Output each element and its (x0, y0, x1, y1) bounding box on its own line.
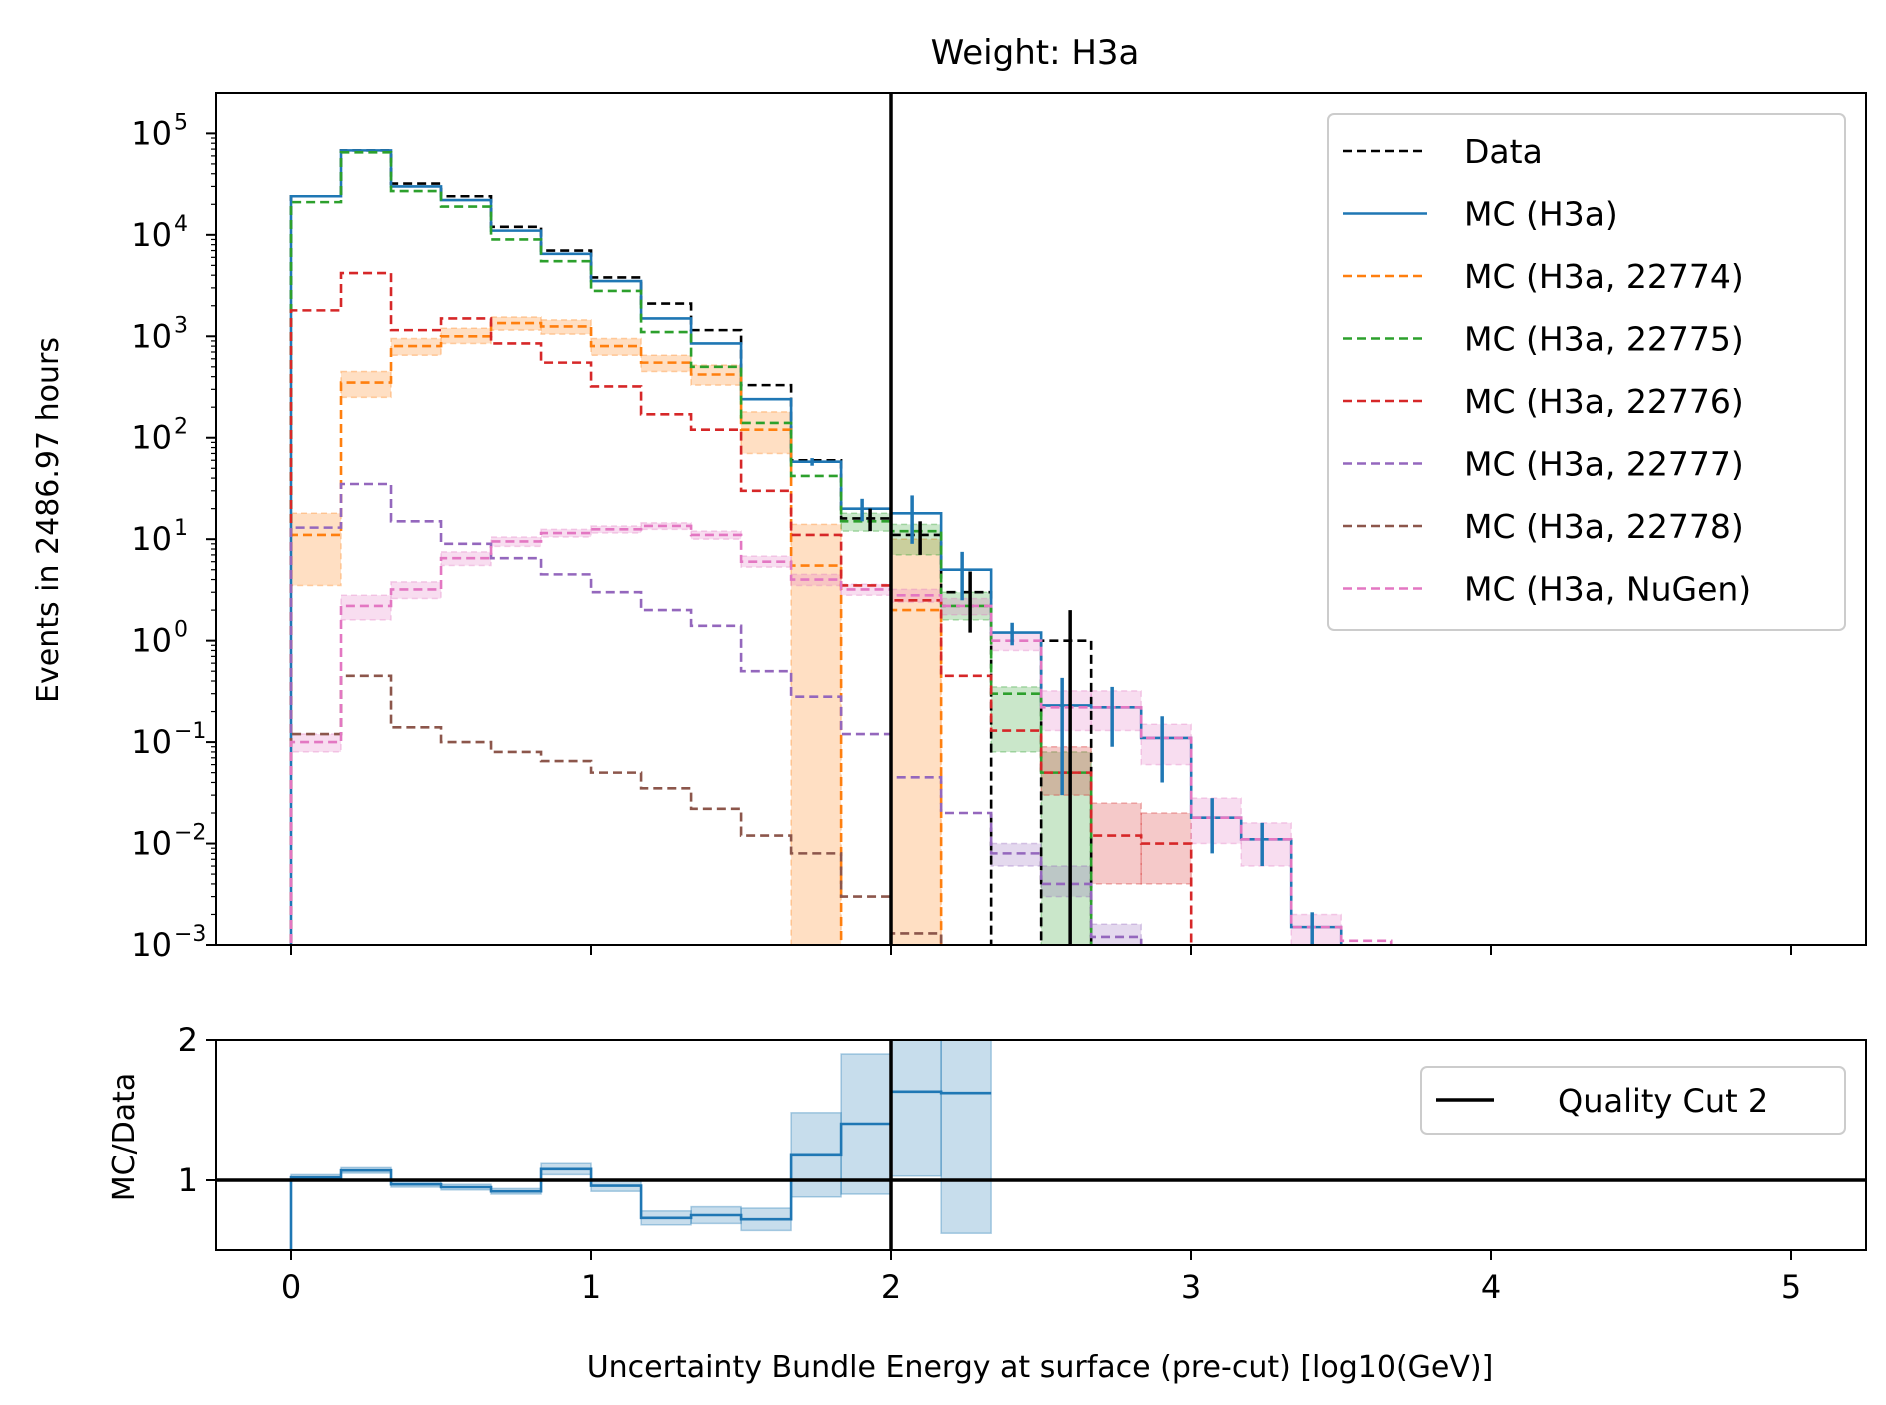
xtick-label-4: 4 (1481, 1268, 1501, 1306)
ratio-legend-label: Quality Cut 2 (1558, 1082, 1768, 1120)
ytick-exp-4: 1 (174, 516, 188, 541)
band-7-19 (1240, 822, 1292, 867)
band-7-1 (340, 594, 392, 621)
ratio-band-13 (940, 1040, 992, 1234)
ytick-exp-7: −2 (174, 821, 206, 846)
series-line-5 (289, 482, 1143, 945)
ytick-exp-3: 2 (174, 415, 188, 440)
error-bars (810, 458, 1314, 945)
band-3-14 (990, 686, 1042, 753)
band-4-16 (1090, 802, 1142, 885)
band-2-9 (740, 411, 792, 455)
legend-label-7: MC (H3a, NuGen) (1464, 570, 1751, 609)
series-line-7 (289, 524, 1393, 945)
ytick-exp-8: −3 (174, 922, 206, 947)
xtick-label-0: 0 (281, 1268, 301, 1306)
ratio-plot-frame (215, 1039, 1867, 1251)
band-4-17 (1140, 812, 1192, 885)
legend-label-6: MC (H3a, 22778) (1464, 507, 1744, 546)
band-5-16 (1090, 923, 1142, 945)
legend-label-3: MC (H3a, 22775) (1464, 320, 1744, 359)
band-7-16 (1090, 690, 1142, 732)
band-5-15 (1040, 865, 1092, 898)
x-axis: 0 1 2 3 4 5 (281, 1250, 1801, 1306)
main-x-ticks (290, 945, 1792, 955)
chart-title: Weight: H3a (931, 33, 1140, 73)
legend-label-4: MC (H3a, 22776) (1464, 382, 1744, 421)
ytick-label-3: 10 (131, 419, 172, 457)
xtick-label-3: 3 (1181, 1268, 1201, 1306)
ratio-ytick-label-0: 1 (178, 1161, 198, 1199)
band-2-1 (340, 370, 392, 399)
band-7-18 (1190, 797, 1242, 845)
band-7-17 (1140, 723, 1192, 766)
ytick-exp-2: 3 (174, 313, 188, 338)
ytick-label-7: 10 (131, 825, 172, 863)
histogram-series (289, 149, 1393, 945)
ytick-label-6: 10 (131, 723, 172, 761)
band-2-12 (890, 538, 942, 945)
band-4-15 (1040, 745, 1092, 796)
band-7-15 (1040, 690, 1092, 732)
band-2-0 (290, 512, 342, 587)
uncertainty-bands (290, 316, 1342, 945)
band-3-15 (1040, 751, 1092, 945)
ratio-legend: Quality Cut 2 (1420, 1066, 1846, 1135)
ratio-y-axis: 12 (178, 1021, 216, 1199)
band-5-14 (990, 842, 1042, 867)
ratio-y-axis-label: MC/Data (107, 1073, 142, 1202)
xtick-label-1: 1 (581, 1268, 601, 1306)
band-7-20 (1290, 913, 1342, 945)
legend-label-2: MC (H3a, 22774) (1464, 257, 1744, 296)
ytick-exp-1: 4 (174, 212, 188, 237)
legend-label-1: MC (H3a) (1464, 195, 1618, 234)
legend-label-5: MC (H3a, 22777) (1464, 445, 1744, 484)
ratio-ytick-label-1: 2 (178, 1021, 198, 1059)
series-line-0 (289, 149, 1093, 945)
ytick-label-1: 10 (131, 216, 172, 254)
ytick-label-4: 10 (131, 520, 172, 558)
xtick-label-2: 2 (881, 1268, 901, 1306)
band-2-10 (790, 523, 842, 945)
series-line-3 (289, 151, 1093, 945)
ratio-band-12 (890, 1040, 942, 1177)
ytick-label-5: 10 (131, 622, 172, 660)
ratio-band (290, 1040, 992, 1234)
legend-label-0: Data (1464, 132, 1543, 171)
band-3-12 (890, 523, 942, 556)
ytick-label-8: 10 (131, 926, 172, 964)
legend-box (1327, 113, 1846, 631)
ytick-exp-0: 5 (174, 110, 188, 135)
series-line-4 (289, 271, 1193, 945)
series-line-2 (289, 321, 943, 945)
x-axis-label: Uncertainty Bundle Energy at surface (pr… (587, 1350, 1494, 1385)
main-legend: Data MC (H3a) MC (H3a, 22774) MC (H3a, 2277… (1327, 113, 1846, 631)
main-plot-frame (215, 92, 1867, 946)
ytick-label-0: 10 (131, 114, 172, 152)
ytick-label-2: 10 (131, 317, 172, 355)
ytick-exp-5: 0 (174, 618, 188, 643)
xtick-label-5: 5 (1781, 1268, 1801, 1306)
ratio-legend-box (1420, 1066, 1846, 1135)
series-line-6 (289, 674, 943, 945)
ytick-exp-6: −1 (174, 719, 206, 744)
main-y-axis-label: Events in 2486.97 hours (31, 337, 66, 703)
